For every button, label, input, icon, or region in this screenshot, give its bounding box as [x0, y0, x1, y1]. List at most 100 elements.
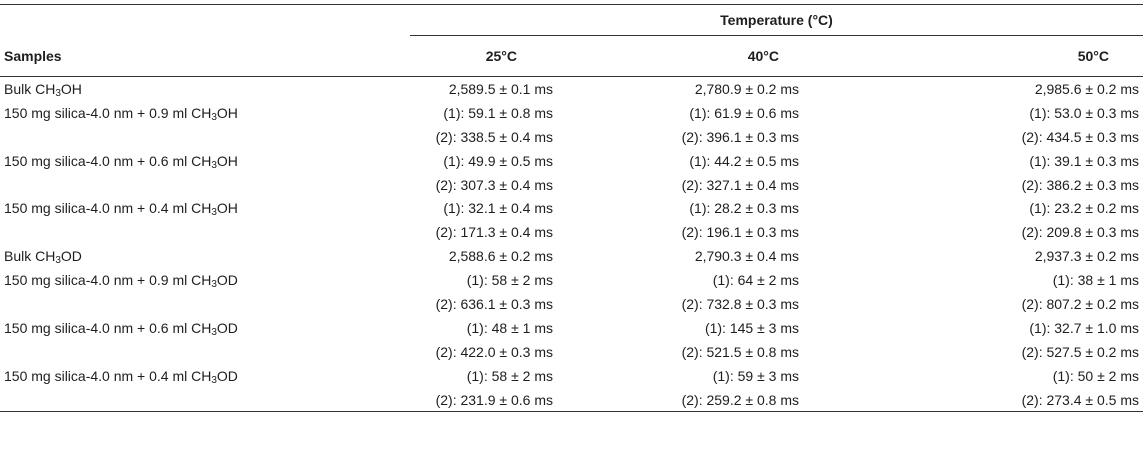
- sample-cell: [0, 173, 410, 197]
- value-40c-cell: (2): 327.1 ± 0.4 ms: [681, 176, 799, 193]
- sample-cell: 150 mg silica-4.0 nm + 0.9 ml CH3OD: [0, 268, 410, 292]
- value-25c-cell: (2): 231.9 ± 0.6 ms: [410, 387, 557, 413]
- value-25c-cell: (1): 48 ± 1 ms: [466, 319, 553, 336]
- sample-name-text: 150 mg silica-4.0 nm + 0.6 ml CH: [4, 319, 212, 336]
- sample-name-suffix: OH: [216, 104, 238, 121]
- value-50c-cell: (1): 32.7 ± 1.0 ms: [1029, 319, 1139, 336]
- column-header-50c: 50°C: [799, 35, 1143, 77]
- value-50c-cell: (2): 273.4 ± 0.5 ms: [799, 387, 1143, 413]
- samples-header: Samples: [0, 35, 410, 77]
- sample-name-text: 150 mg silica-4.0 nm + 0.9 ml CH: [4, 272, 212, 289]
- sample-cell: 150 mg silica-4.0 nm + 0.4 ml CH3OD: [0, 364, 410, 388]
- value-40c-cell: (2): 196.1 ± 0.3 ms: [681, 224, 799, 241]
- table-row: 150 mg silica-4.0 nm + 0.6 ml CH3OH (1): …: [0, 149, 1143, 173]
- table-row: (2): 338.5 ± 0.4 ms (2): 396.1 ± 0.3 ms (2…: [0, 125, 1143, 149]
- sample-cell: [0, 220, 410, 244]
- table-row: 150 mg silica-4.0 nm + 0.4 ml CH3OH (1): …: [0, 196, 1143, 220]
- value-40c-cell: (2): 259.2 ± 0.8 ms: [557, 387, 799, 413]
- value-50c-cell: (2): 386.2 ± 0.3 ms: [1021, 176, 1139, 193]
- sample-name-suffix: OD: [216, 319, 238, 336]
- value-25c-cell: (2): 636.1 ± 0.3 ms: [435, 295, 553, 312]
- sample-name-text: Bulk CH: [4, 248, 56, 265]
- table-row: (2): 171.3 ± 0.4 ms (2): 196.1 ± 0.3 ms (2…: [0, 220, 1143, 244]
- sample-subscript: 3: [211, 279, 217, 291]
- header-spacer: [0, 5, 410, 36]
- sample-subscript: 3: [211, 374, 217, 386]
- table-body: Bulk CH3OH 2,589.5 ± 0.1 ms 2,780.9 ± 0.2 …: [0, 77, 1143, 413]
- value-25c-cell: (1): 59.1 ± 0.8 ms: [443, 104, 553, 121]
- value-50c-cell: (2): 527.5 ± 0.2 ms: [1021, 343, 1139, 360]
- sample-cell: [0, 387, 410, 413]
- sample-subscript: 3: [211, 159, 217, 171]
- sample-subscript: 3: [211, 326, 217, 338]
- table-row: (2): 307.3 ± 0.4 ms (2): 327.1 ± 0.4 ms (2…: [0, 173, 1143, 197]
- sample-cell: [0, 340, 410, 364]
- value-40c-cell: 2,780.9 ± 0.2 ms: [694, 80, 799, 97]
- sample-cell: Bulk CH3OH: [0, 77, 410, 101]
- value-50c-cell: (1): 50 ± 2 ms: [1052, 367, 1139, 384]
- value-25c-cell: (2): 171.3 ± 0.4 ms: [435, 224, 553, 241]
- column-header-40c: 40°C: [557, 35, 799, 77]
- value-40c-cell: (2): 732.8 ± 0.3 ms: [681, 295, 799, 312]
- data-table: Temperature (°C) Samples 25°C 40°C 50°C …: [0, 4, 1143, 413]
- sample-cell: Bulk CH3OD: [0, 244, 410, 268]
- sample-name-suffix: OH: [216, 152, 238, 169]
- sample-name-suffix: OH: [60, 80, 82, 97]
- sample-subscript: 3: [55, 255, 61, 267]
- temperature-header: Temperature (°C): [410, 5, 1143, 36]
- value-40c-cell: (2): 396.1 ± 0.3 ms: [681, 128, 799, 145]
- sample-name-text: Bulk CH: [4, 80, 56, 97]
- value-40c-cell: 2,790.3 ± 0.4 ms: [694, 248, 799, 265]
- table-row: 150 mg silica-4.0 nm + 0.4 ml CH3OD (1): …: [0, 364, 1143, 388]
- value-25c-cell: 2,589.5 ± 0.1 ms: [448, 80, 553, 97]
- value-25c-cell: (2): 338.5 ± 0.4 ms: [435, 128, 553, 145]
- sample-name-text: 150 mg silica-4.0 nm + 0.6 ml CH: [4, 152, 212, 169]
- table-row: (2): 422.0 ± 0.3 ms (2): 521.5 ± 0.8 ms (2…: [0, 340, 1143, 364]
- sample-name-text: 150 mg silica-4.0 nm + 0.4 ml CH: [4, 367, 212, 384]
- table-row: 150 mg silica-4.0 nm + 0.9 ml CH3OD (1): …: [0, 268, 1143, 292]
- value-50c-cell: (2): 434.5 ± 0.3 ms: [1021, 128, 1139, 145]
- sample-cell: 150 mg silica-4.0 nm + 0.6 ml CH3OD: [0, 316, 410, 340]
- value-50c-cell: (1): 39.1 ± 0.3 ms: [1029, 152, 1139, 169]
- value-40c-cell: (1): 61.9 ± 0.6 ms: [689, 104, 799, 121]
- table-row: (2): 231.9 ± 0.6 ms (2): 259.2 ± 0.8 ms (2…: [0, 387, 1143, 413]
- value-40c-cell: (1): 44.2 ± 0.5 ms: [689, 152, 799, 169]
- sample-subscript: 3: [55, 87, 61, 99]
- sample-name-suffix: OD: [216, 272, 238, 289]
- sample-cell: [0, 125, 410, 149]
- table-header: Temperature (°C) Samples 25°C 40°C 50°C: [0, 4, 1143, 77]
- sample-cell: [0, 292, 410, 316]
- sample-name-suffix: OH: [216, 200, 238, 217]
- value-25c-cell: (1): 58 ± 2 ms: [466, 367, 553, 384]
- sample-cell: 150 mg silica-4.0 nm + 0.9 ml CH3OH: [0, 101, 410, 125]
- value-40c-cell: (1): 64 ± 2 ms: [712, 272, 799, 289]
- sample-name-text: 150 mg silica-4.0 nm + 0.9 ml CH: [4, 104, 212, 121]
- sample-cell: 150 mg silica-4.0 nm + 0.4 ml CH3OH: [0, 196, 410, 220]
- value-25c-cell: (1): 58 ± 2 ms: [466, 272, 553, 289]
- table-row: 150 mg silica-4.0 nm + 0.6 ml CH3OD (1): …: [0, 316, 1143, 340]
- sample-subscript: 3: [211, 111, 217, 123]
- table-row: Bulk CH3OH 2,589.5 ± 0.1 ms 2,780.9 ± 0.2 …: [0, 77, 1143, 101]
- value-50c-cell: (1): 38 ± 1 ms: [1052, 272, 1139, 289]
- value-40c-cell: (1): 59 ± 3 ms: [712, 367, 799, 384]
- value-50c-cell: (1): 23.2 ± 0.2 ms: [1029, 200, 1139, 217]
- table-row: (2): 636.1 ± 0.3 ms (2): 732.8 ± 0.3 ms (2…: [0, 292, 1143, 316]
- value-25c-cell: (1): 49.9 ± 0.5 ms: [443, 152, 553, 169]
- value-25c-cell: (1): 32.1 ± 0.4 ms: [443, 200, 553, 217]
- value-50c-cell: (2): 807.2 ± 0.2 ms: [1021, 295, 1139, 312]
- value-25c-cell: 2,588.6 ± 0.2 ms: [448, 248, 553, 265]
- value-25c-cell: (2): 422.0 ± 0.3 ms: [435, 343, 553, 360]
- sample-subscript: 3: [211, 207, 217, 219]
- sample-name-text: 150 mg silica-4.0 nm + 0.4 ml CH: [4, 200, 212, 217]
- sample-name-suffix: OD: [216, 367, 238, 384]
- value-50c-cell: 2,937.3 ± 0.2 ms: [1034, 248, 1139, 265]
- table-row: Bulk CH3OD 2,588.6 ± 0.2 ms 2,790.3 ± 0.4 …: [0, 244, 1143, 268]
- value-40c-cell: (1): 145 ± 3 ms: [704, 319, 799, 336]
- value-25c-cell: (2): 307.3 ± 0.4 ms: [435, 176, 553, 193]
- table-row: 150 mg silica-4.0 nm + 0.9 ml CH3OH (1): …: [0, 101, 1143, 125]
- value-40c-cell: (2): 521.5 ± 0.8 ms: [681, 343, 799, 360]
- sample-name-suffix: OD: [60, 248, 82, 265]
- value-50c-cell: (2): 209.8 ± 0.3 ms: [1021, 224, 1139, 241]
- value-50c-cell: (1): 53.0 ± 0.3 ms: [1029, 104, 1139, 121]
